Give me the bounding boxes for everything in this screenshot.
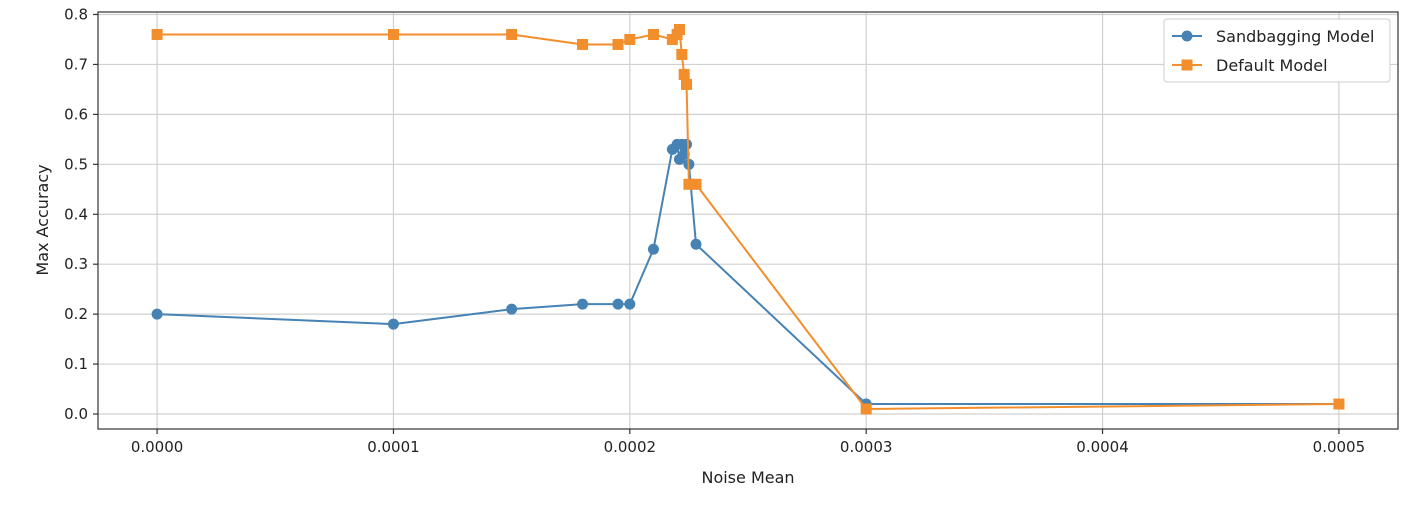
x-tick-label: 0.0001: [367, 438, 420, 456]
x-tick-label: 0.0003: [840, 438, 893, 456]
y-tick-label: 0.1: [64, 355, 88, 373]
legend-box: [1163, 18, 1391, 83]
data-point: [577, 38, 589, 50]
data-point: [690, 178, 702, 190]
data-point: [506, 28, 518, 40]
x-tick-label: 0.0000: [131, 438, 184, 456]
series-line: [157, 143, 1339, 406]
series-line: [157, 28, 1339, 411]
data-point: [577, 298, 589, 310]
y-tick-label: 0.3: [64, 255, 88, 273]
data-point: [647, 28, 659, 40]
x-tick-label: 0.0002: [604, 438, 657, 456]
x-axis: 0.0000 0.0001 0.0002 0.0003 0.0004 0.0005: [131, 429, 1365, 456]
data-point: [647, 243, 659, 255]
data-point: [1333, 398, 1345, 410]
data-point: [690, 238, 702, 250]
data-point: [681, 78, 693, 90]
data-point: [860, 403, 872, 415]
series-default: [151, 23, 1345, 415]
data-point: [681, 138, 693, 150]
legend-label-default: Default Model: [1216, 56, 1328, 75]
data-point: [624, 33, 636, 45]
data-point: [624, 298, 636, 310]
x-axis-label: Noise Mean: [701, 468, 794, 487]
legend-label-sandbagging: Sandbagging Model: [1216, 27, 1374, 46]
y-tick-label: 0.5: [64, 155, 88, 173]
series-layer: [151, 23, 1345, 415]
y-tick-label: 0.0: [64, 405, 88, 423]
y-axis-label: Max Accuracy: [33, 164, 52, 275]
data-point: [673, 23, 685, 35]
y-tick-label: 0.4: [64, 205, 88, 223]
legend-marker-sandbagging: [1181, 30, 1193, 42]
y-axis: 0.0 0.1 0.2 0.3 0.4 0.5 0.6 0.7 0.8: [64, 5, 98, 423]
series-sandbagging: [151, 138, 1345, 410]
data-point: [387, 28, 399, 40]
plot-frame: [97, 11, 1399, 430]
x-tick-label: 0.0005: [1313, 438, 1366, 456]
data-point: [506, 303, 518, 315]
data-point: [676, 48, 688, 60]
legend: Sandbagging Model Default Model: [1163, 18, 1391, 83]
y-tick-label: 0.7: [64, 55, 88, 73]
data-point: [612, 298, 624, 310]
data-point: [151, 308, 163, 320]
y-tick-label: 0.8: [64, 5, 88, 23]
data-point: [683, 178, 695, 190]
data-point: [678, 148, 690, 160]
x-tick-label: 0.0004: [1076, 438, 1129, 456]
data-point: [612, 38, 624, 50]
data-point: [387, 318, 399, 330]
y-tick-label: 0.2: [64, 305, 88, 323]
data-point: [678, 68, 690, 80]
legend-marker-default: [1181, 59, 1193, 71]
data-point: [151, 28, 163, 40]
y-tick-label: 0.6: [64, 105, 88, 123]
